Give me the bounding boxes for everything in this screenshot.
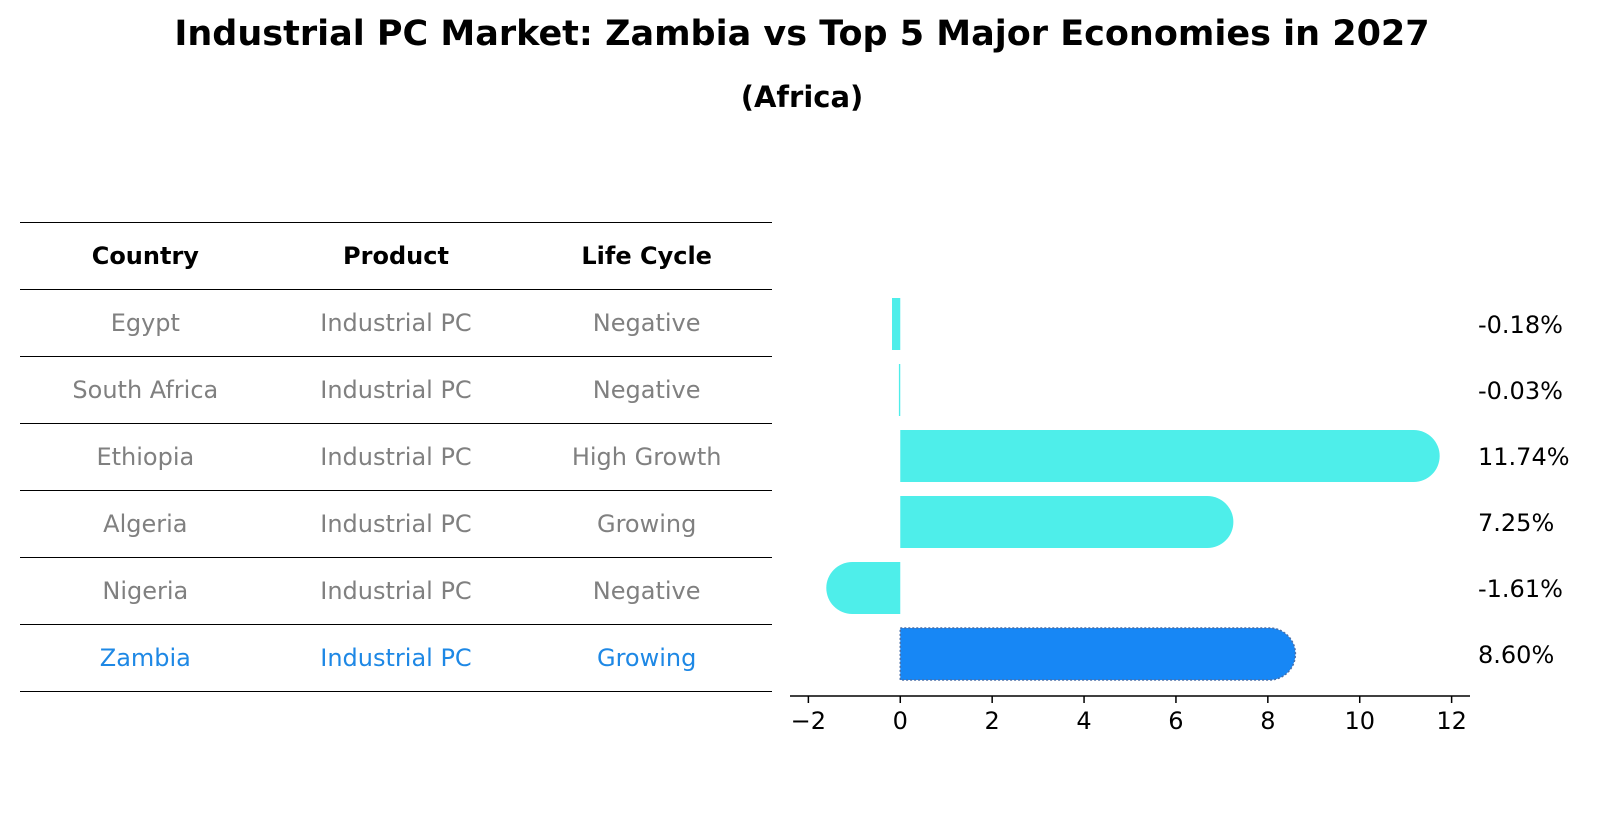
cell-life-cycle: Growing	[521, 624, 772, 692]
bar	[898, 364, 901, 416]
table-row: Algeria Industrial PC Growing	[20, 490, 772, 558]
data-label: -1.61%	[1478, 575, 1563, 603]
x-tick-label: 0	[893, 707, 908, 735]
cell-country: Nigeria	[20, 557, 271, 625]
header-life-cycle: Life Cycle	[521, 222, 772, 290]
cell-product: Industrial PC	[270, 624, 522, 692]
cell-country: Zambia	[20, 624, 271, 692]
x-tick-label: −2	[791, 707, 826, 735]
table-row: Ethiopia Industrial PC High Growth	[20, 423, 772, 491]
x-tick-label: 4	[1076, 707, 1091, 735]
cell-life-cycle: Negative	[521, 356, 772, 424]
table-row: South Africa Industrial PC Negative	[20, 356, 772, 424]
data-label: -0.03%	[1478, 377, 1563, 405]
chart-subtitle: (Africa)	[740, 80, 864, 114]
country-table: Country Product Life Cycle Egypt Industr…	[20, 222, 772, 692]
table-row: Egypt Industrial PC Negative	[20, 289, 772, 357]
cell-product: Industrial PC	[270, 289, 522, 357]
x-tick-label: 2	[985, 707, 1000, 735]
header-country: Country	[20, 222, 271, 290]
chart-title: Industrial PC Market: Zambia vs Top 5 Ma…	[174, 14, 1430, 54]
cell-product: Industrial PC	[270, 423, 522, 491]
x-tick-label: 10	[1344, 707, 1375, 735]
cell-country: Ethiopia	[20, 423, 271, 491]
header-product: Product	[270, 222, 522, 290]
cell-product: Industrial PC	[270, 356, 522, 424]
table-row-highlight: Zambia Industrial PC Growing	[20, 624, 772, 692]
data-label: 8.60%	[1478, 641, 1554, 669]
data-label: -0.18%	[1478, 311, 1563, 339]
cell-life-cycle: High Growth	[521, 423, 772, 491]
cell-product: Industrial PC	[270, 557, 522, 625]
bar	[900, 430, 1440, 482]
cell-product: Industrial PC	[270, 490, 522, 558]
cell-country: South Africa	[20, 356, 271, 424]
x-tick-label: 12	[1436, 707, 1467, 735]
data-label: 7.25%	[1478, 509, 1554, 537]
cell-life-cycle: Negative	[521, 289, 772, 357]
cell-country: Algeria	[20, 490, 271, 558]
bar	[900, 496, 1234, 548]
x-tick-label: 6	[1168, 707, 1183, 735]
bar-highlight	[899, 627, 1297, 681]
cell-country: Egypt	[20, 289, 271, 357]
bar	[892, 298, 901, 350]
cell-life-cycle: Negative	[521, 557, 772, 625]
x-tick-label: 8	[1260, 707, 1275, 735]
bar	[826, 562, 901, 614]
data-label: 11.74%	[1478, 443, 1570, 471]
cell-life-cycle: Growing	[521, 490, 772, 558]
table-header-row: Country Product Life Cycle	[20, 222, 772, 290]
table-row: Nigeria Industrial PC Negative	[20, 557, 772, 625]
